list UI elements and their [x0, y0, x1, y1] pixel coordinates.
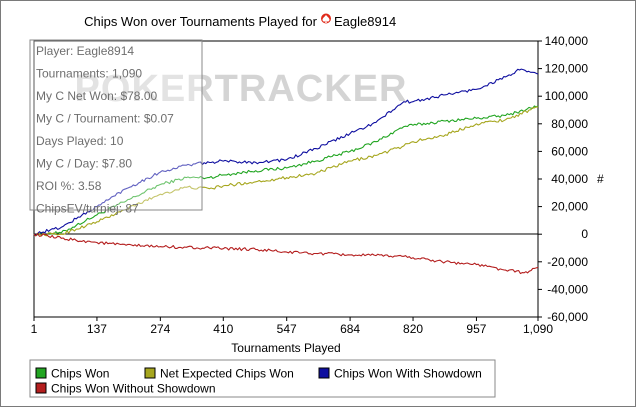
- legend: Chips Won Net Expected Chips Won Chips Won…: [29, 359, 496, 398]
- x-tick-label: 547: [277, 322, 297, 336]
- stats-box: Player: Eagle8914 Tournaments: 1,090 My …: [29, 39, 203, 216]
- chart-player-name: Eagle8914: [334, 14, 396, 29]
- y-tick-label: -60,000: [547, 310, 588, 324]
- spade-icon: [321, 13, 331, 24]
- series-line-chips-won: [33, 105, 539, 237]
- y-tick-label: 20,000: [551, 200, 588, 214]
- legend-swatch: [35, 382, 47, 394]
- y-axis-label: #: [597, 172, 604, 186]
- x-axis-label: Tournaments Played: [231, 341, 340, 355]
- y-tick-label: 120,000: [545, 62, 589, 76]
- legend-swatch: [35, 367, 47, 379]
- legend-label: Chips Won With Showdown: [334, 367, 482, 381]
- stats-per-day: My C / Day: $7.80: [36, 157, 132, 171]
- legend-label: Chips Won: [51, 367, 109, 381]
- series-line-chips-won-with-showdown: [33, 68, 539, 236]
- stats-net-won: My C Net Won: $78.00: [36, 89, 157, 103]
- x-tick-label: 410: [213, 322, 233, 336]
- x-tick-label: 1,090: [523, 322, 553, 336]
- x-axis: 1 137 274 410 547 684 820 957 1,090: [31, 317, 553, 336]
- series-line-net-expected-chips-won: [33, 106, 539, 237]
- stats-tournaments: Tournaments: 1,090: [36, 67, 142, 81]
- x-tick-label: 137: [87, 322, 107, 336]
- legend-swatch: [144, 367, 156, 379]
- y-tick-label: 60,000: [551, 144, 588, 158]
- y-tick-label: 0: [581, 227, 588, 241]
- stats-player: Player: Eagle8914: [36, 44, 134, 58]
- x-tick-label: 820: [403, 322, 423, 336]
- stats-roi: ROI %: 3.58: [36, 179, 102, 193]
- legend-label: Chips Won Without Showdown: [51, 382, 216, 396]
- series-layer: [33, 68, 539, 275]
- stats-chips-ev: ChipsEV/turniej: 87: [36, 202, 139, 216]
- stats-days-played: Days Played: 10: [36, 134, 124, 148]
- stats-per-tournament: My C / Tournament: $0.07: [36, 112, 174, 126]
- x-tick-label: 684: [340, 322, 360, 336]
- y-tick-label: 140,000: [545, 34, 589, 48]
- chart-title: Chips Won over Tournaments Played for: [84, 14, 318, 29]
- y-tick-label: 80,000: [551, 117, 588, 131]
- legend-swatch: [318, 367, 330, 379]
- x-tick-label: 1: [31, 322, 38, 336]
- y-tick-label: -20,000: [547, 255, 588, 269]
- legend-label: Net Expected Chips Won: [160, 367, 294, 381]
- y-tick-label: 40,000: [551, 172, 588, 186]
- x-tick-label: 957: [466, 322, 486, 336]
- x-tick-label: 274: [150, 322, 170, 336]
- series-line-chips-won-without-showdown: [33, 233, 539, 275]
- y-tick-label: 100,000: [545, 89, 589, 103]
- y-tick-label: -40,000: [547, 282, 588, 296]
- watermark: POKERTRACKER: [75, 68, 408, 110]
- y-axis: 140,000 120,000 100,000 80,000 60,000 40,000 2…: [538, 34, 588, 324]
